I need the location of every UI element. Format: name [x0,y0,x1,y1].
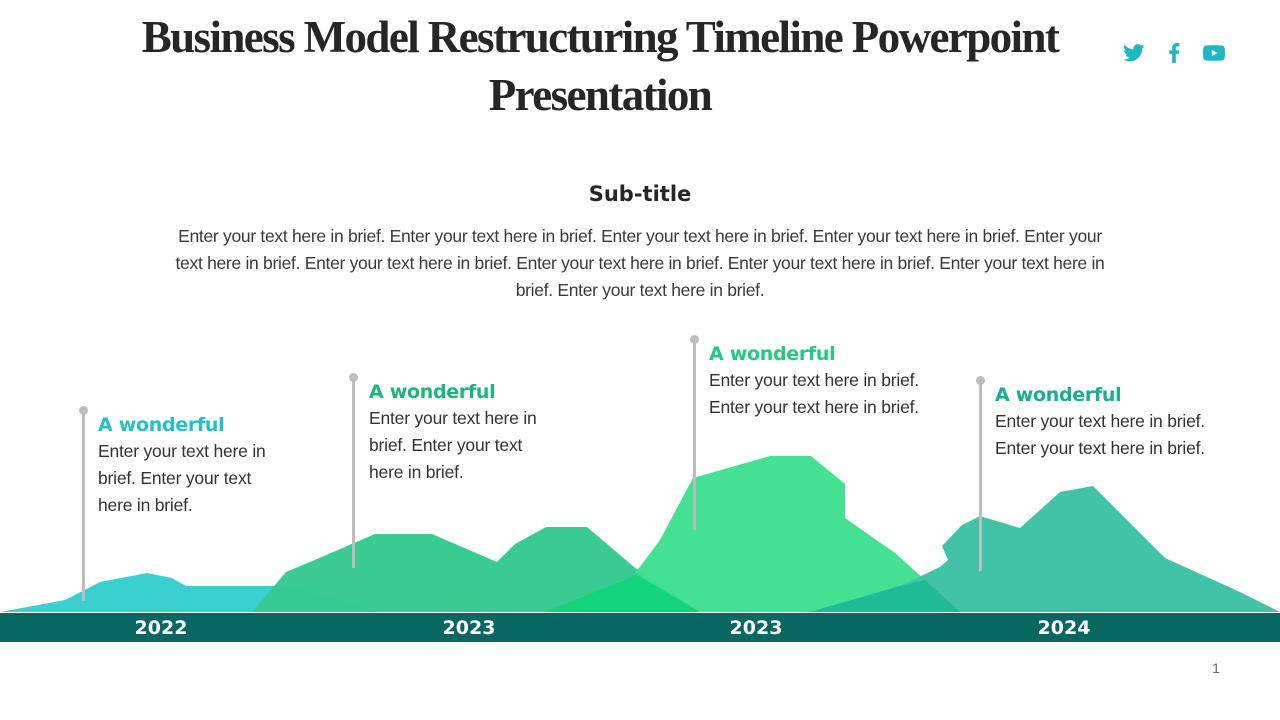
mountain-overlap [545,574,700,612]
milestone-text: Enter your text here in brief. Enter you… [98,441,266,515]
year-label: 2023 [442,617,496,639]
milestone-text: Enter your text here in brief. Enter you… [995,411,1205,458]
milestone-heading: A wonderful [709,343,836,365]
intro-paragraph: Enter your text here in brief. Enter you… [175,226,1105,300]
milestone-pin [976,376,985,571]
milestone-card-1: A wonderful Enter your text here in brie… [98,412,283,519]
year-label: 2022 [134,617,188,639]
year-label: 2024 [1037,617,1091,639]
milestone-heading: A wonderful [995,384,1122,406]
milestone-pin [79,406,88,601]
twitter-icon[interactable] [1114,40,1154,66]
year-label: 2023 [729,617,783,639]
mountain-2023-a [252,527,700,612]
timeline-band [0,613,1280,642]
milestone-card-2: A wonderful Enter your text here in brie… [369,379,554,486]
milestone-heading: A wonderful [98,414,225,436]
slide-title: Business Model Restructuring Timeline Po… [141,12,1060,120]
milestone-heading: A wonderful [369,381,496,403]
facebook-icon[interactable] [1154,40,1194,66]
milestone-card-4: A wonderful Enter your text here in brie… [995,382,1225,462]
mountain-graphic [0,456,1280,612]
youtube-icon[interactable] [1194,40,1234,66]
subtitle: Sub-title [588,182,692,206]
page-number: 1 [1212,660,1220,676]
milestone-text: Enter your text here in brief. Enter you… [709,370,919,417]
milestone-pin [690,335,699,530]
milestone-text: Enter your text here in brief. Enter you… [369,408,537,482]
social-links [1114,40,1234,66]
mountain-2023-b [545,456,960,612]
milestone-pin [349,373,358,568]
mountain-2024 [810,486,1280,612]
milestone-card-3: A wonderful Enter your text here in brie… [709,341,939,421]
mountain-overlap-2 [810,580,960,612]
